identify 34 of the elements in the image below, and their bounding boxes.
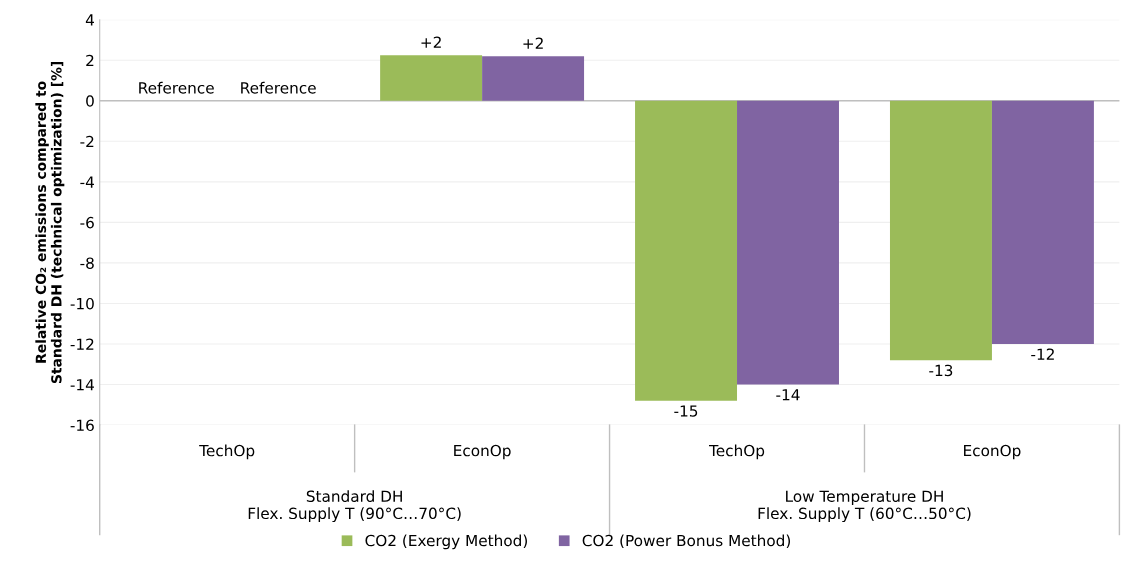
y-tick-label: -12 bbox=[70, 338, 94, 350]
y-tick-label: -4 bbox=[80, 176, 94, 188]
bar bbox=[737, 100, 839, 385]
x-tick-label: TechOp bbox=[199, 444, 255, 460]
y-axis-title: Relative CO₂ emissions compared to Standard DH (technical optimization) [%] bbox=[35, 61, 65, 384]
data-label: -13 bbox=[929, 364, 953, 377]
x-tick-label: TechOp bbox=[709, 444, 765, 460]
y-tick-label: -10 bbox=[70, 297, 94, 310]
data-label: +2 bbox=[523, 37, 543, 49]
data-label: -12 bbox=[1031, 348, 1054, 360]
bar bbox=[380, 55, 483, 101]
data-label: -14 bbox=[776, 389, 800, 401]
data-label: +2 bbox=[421, 36, 441, 48]
data-label: -15 bbox=[674, 405, 698, 417]
y-tick-label: -16 bbox=[70, 419, 94, 432]
x-tick-label: EconOp bbox=[964, 444, 1021, 460]
bar bbox=[991, 100, 1094, 344]
legend-label: CO2 (Exergy Method) bbox=[365, 534, 527, 550]
y-tick-label: -14 bbox=[70, 379, 94, 391]
x-tick-label: EconOp bbox=[454, 444, 511, 460]
y-tick-label: -6 bbox=[80, 216, 94, 229]
bar bbox=[635, 100, 738, 401]
y-tick-label: 2 bbox=[86, 54, 94, 67]
legend-label: CO2 (Power Bonus Method) bbox=[582, 534, 791, 549]
y-tick-label: -2 bbox=[80, 135, 94, 148]
text: Standard DH Flex. Supply T (90°C…70°C) bbox=[248, 490, 461, 523]
annotation: Reference bbox=[241, 81, 316, 94]
y-tick-label: -8 bbox=[80, 257, 94, 269]
bar bbox=[482, 56, 585, 101]
bar bbox=[889, 100, 992, 361]
text: Low Temperature DH Flex. Supply T (60°C…50°C) bbox=[758, 490, 971, 523]
annotation: Reference bbox=[139, 81, 214, 94]
y-tick-label: 0 bbox=[86, 95, 94, 107]
y-tick-label: 4 bbox=[85, 14, 94, 26]
